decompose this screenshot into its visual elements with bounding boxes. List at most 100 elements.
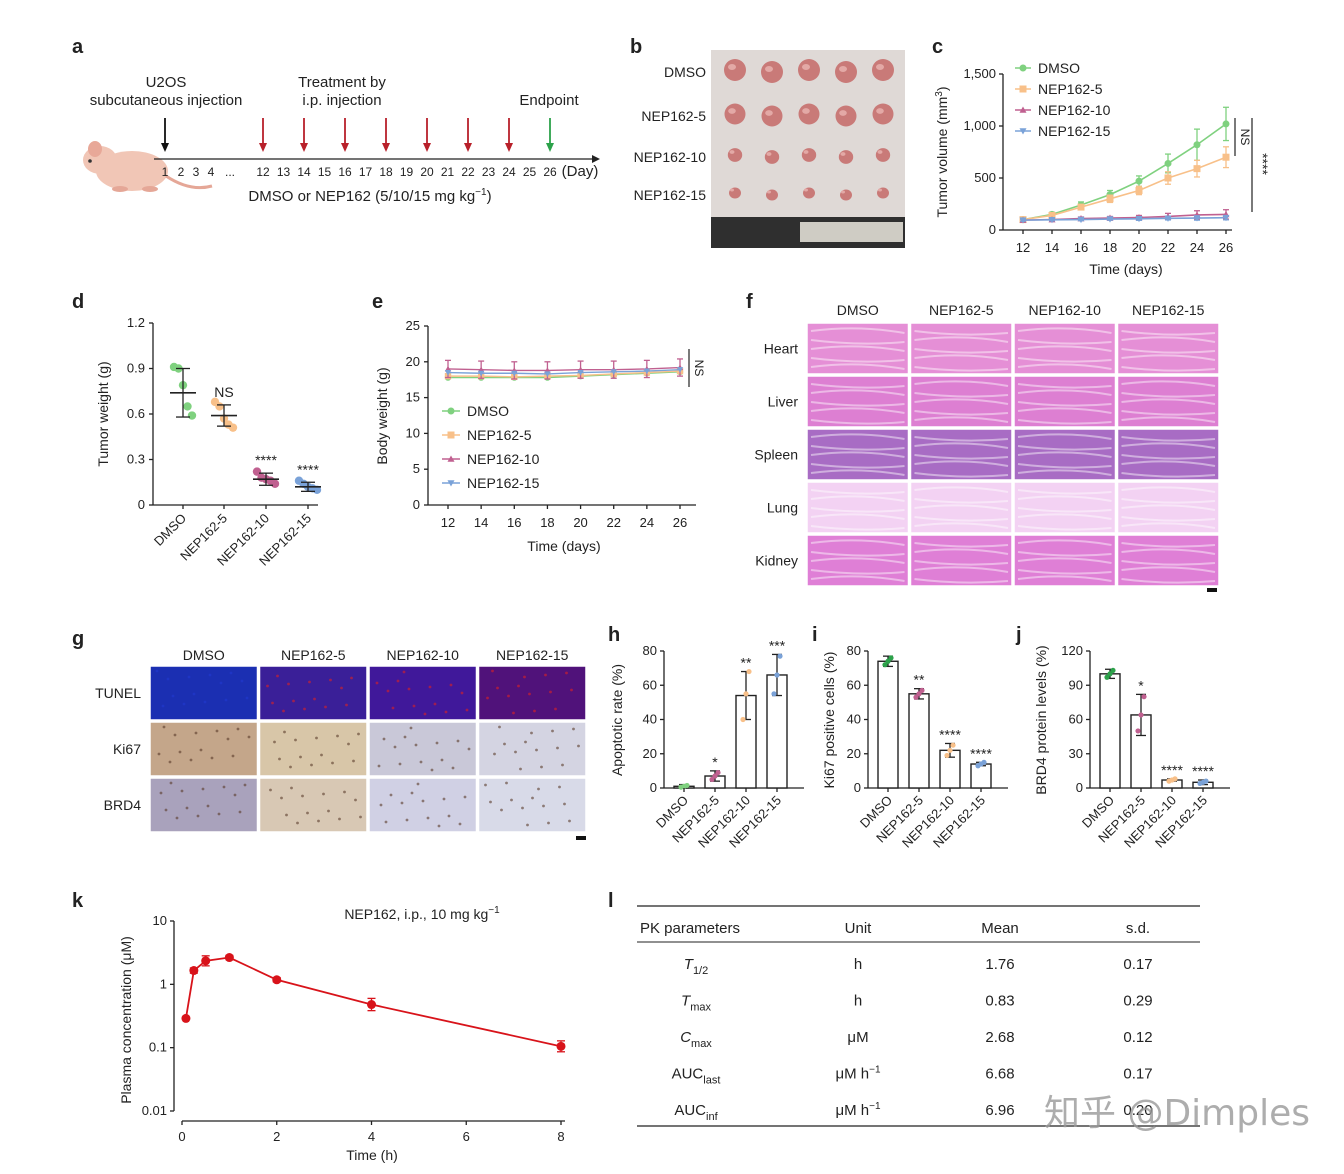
panel-k-pk-curve: k 0.01 0.1 1 10 0 2 4 6 8 Time (h) Plasma concentr… (72, 890, 566, 1163)
l-table-row: Tmax h 0.83 0.29 (681, 993, 1153, 1014)
e-legend-marker (447, 480, 455, 487)
l-unit-cell: μM h−1 (835, 1065, 880, 1083)
g-row-label: Ki67 (113, 741, 141, 757)
e-point (676, 367, 684, 373)
g-stain-dot (299, 755, 302, 759)
g-stain-dot (533, 709, 536, 713)
f-tissue-texture (914, 330, 1009, 336)
f-tissue-texture (1017, 539, 1112, 546)
g-stain-dot (294, 738, 297, 742)
f-tissue-texture (1017, 345, 1112, 352)
e-point (477, 370, 485, 377)
panel-label-k: k (72, 890, 84, 912)
g-stain-dot (182, 702, 186, 706)
f-tissue-texture (1121, 436, 1216, 442)
g-stain-dot (171, 694, 175, 698)
f-tissue-texture (914, 522, 1009, 529)
g-stain-dot (301, 794, 304, 798)
f-tissue-texture (914, 392, 1009, 398)
e-y-tick-label: 15 (406, 390, 420, 405)
g-stain-dot (336, 734, 339, 738)
g-stain-dot (278, 757, 281, 761)
g-stain-dot (530, 731, 533, 735)
f-tissue-texture (810, 557, 905, 564)
f-tissue-texture (914, 460, 1009, 467)
f-tissue-texture (1121, 486, 1216, 493)
f-tissue-texture (914, 336, 1009, 343)
f-tissue-image (1116, 428, 1220, 481)
g-stain-image (149, 665, 259, 721)
g-stain-dot (503, 742, 506, 746)
i-point (888, 655, 894, 661)
i-bar-group-DMSO: DMSO (857, 655, 899, 831)
c-point (1135, 215, 1143, 223)
g-stain-dot (563, 802, 566, 806)
g-stain-dot (437, 824, 441, 828)
g-stain-dot (398, 762, 402, 766)
f-tissue-texture (810, 363, 905, 370)
g-stain-dot (285, 813, 288, 817)
g-stain-dot (210, 756, 214, 760)
tumor-sample-icon (835, 61, 857, 83)
d-y-tick-label: 0.9 (127, 361, 145, 376)
g-stain-dot (523, 675, 526, 679)
g-stain-dot (306, 811, 309, 815)
g-column-label: NEP162-15 (496, 647, 569, 663)
g-stain-dot (266, 684, 269, 688)
tumor-highlight-icon (839, 66, 847, 72)
panel-label-d: d (72, 291, 84, 313)
d-error-bar (259, 472, 273, 486)
tumor-sample-icon (875, 148, 891, 162)
h-point (774, 672, 780, 678)
l-param-sub: max (690, 1002, 711, 1014)
f-tissue-texture (1017, 551, 1112, 557)
d-y-tick-label: 0 (138, 497, 145, 512)
f-tissue-texture (914, 366, 1009, 372)
g-stain-dot (329, 678, 332, 682)
h-point (746, 668, 752, 675)
j-point (1172, 776, 1178, 782)
g-stain-dot (203, 700, 207, 704)
f-tissue-texture (1121, 578, 1216, 584)
f-tissue-texture (1017, 569, 1112, 575)
c-y-tick-label: 1,500 (963, 66, 996, 81)
timeline-tick-15: 15 (318, 165, 332, 179)
i-y-tick-label: 40 (847, 712, 861, 727)
g-stain-dot (292, 699, 295, 703)
tumor-sample-icon (872, 103, 894, 125)
tumor-sample-icon (727, 148, 743, 162)
timeline-tick-26: 26 (543, 165, 557, 179)
e-series-NEP162-15: NEP162-15 (442, 367, 684, 491)
timeline-ticks: 1 2 3 4... 12 13 14 15 16 17 18 19 20 21 22 23 24 25 26 (162, 165, 557, 179)
g-stain-dot (357, 732, 360, 736)
timeline-tick-4: 4 (208, 165, 215, 179)
j-sig-label: * (1138, 677, 1144, 693)
g-stain-dot (544, 673, 547, 677)
c-point (1193, 165, 1201, 173)
g-stain-dot (157, 752, 161, 756)
h-y-tick-label: 0 (650, 780, 657, 795)
g-stain-dot (245, 696, 249, 700)
g-stain-dot (347, 742, 350, 746)
f-row-label: Lung (767, 500, 798, 516)
treatment-arrow-icon (464, 118, 472, 152)
e-x-tick-label: 24 (640, 515, 654, 530)
e-series-line (448, 370, 681, 378)
g-stain-dot (238, 810, 242, 814)
g-stain-dot (192, 692, 196, 696)
g-stain-dot (180, 789, 184, 793)
h-y-tick-label: 40 (643, 712, 657, 727)
f-tissue-texture (1121, 522, 1216, 529)
tumor-highlight-icon (802, 108, 810, 114)
l-param-cell: T1/2 (684, 956, 708, 977)
j-point (1110, 667, 1116, 674)
g-stain-dot (196, 814, 200, 818)
g-stain-dot (547, 821, 550, 825)
l-header-cell: Mean (981, 920, 1019, 937)
g-stain-image (368, 721, 478, 777)
f-tissue-texture (1017, 463, 1112, 469)
g-stain-dot (324, 705, 327, 709)
tumor-highlight-icon (876, 108, 884, 114)
tumor-highlight-icon (840, 152, 846, 156)
